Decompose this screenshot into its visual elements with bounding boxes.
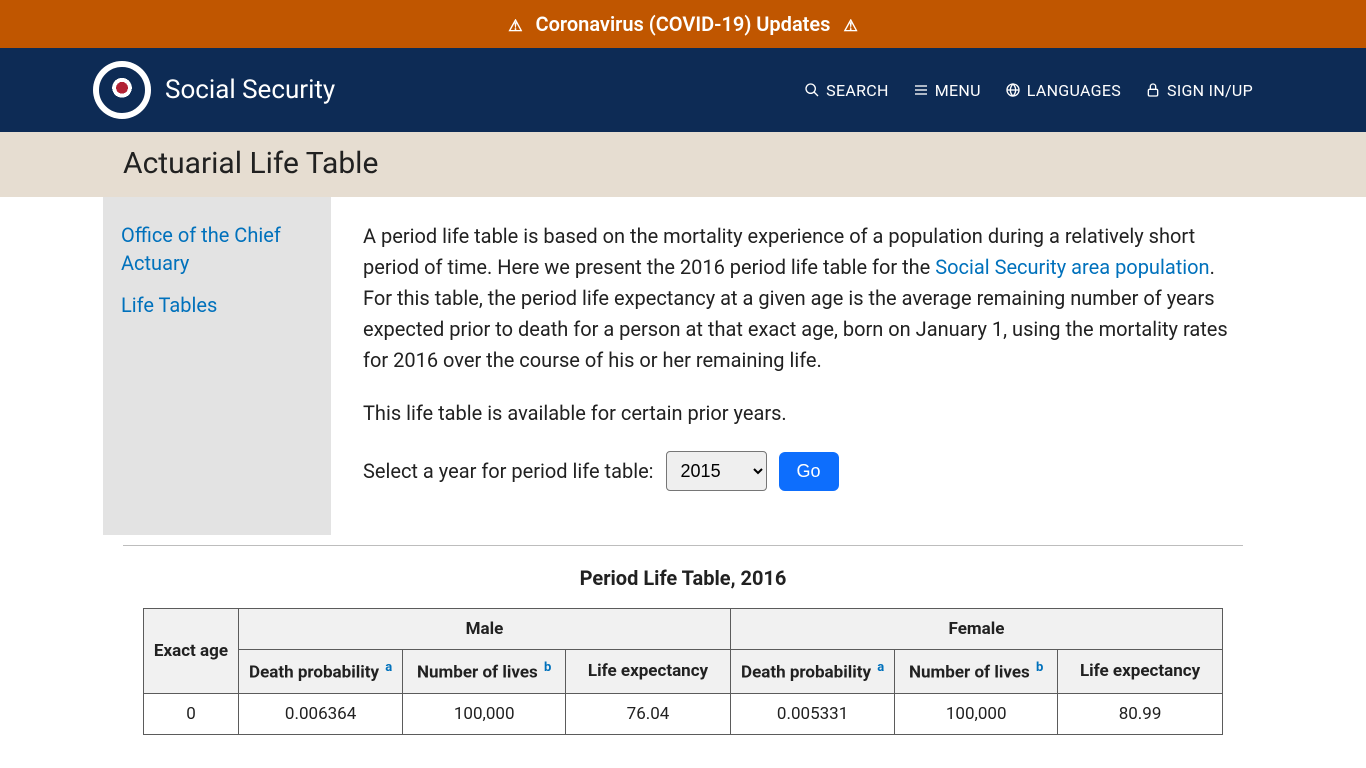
search-label: SEARCH — [826, 81, 889, 100]
footnote-a[interactable]: a — [877, 660, 884, 675]
go-button[interactable]: Go — [779, 452, 839, 491]
prior-years-paragraph: This life table is available for certain… — [363, 398, 1233, 429]
col-age: Exact age — [144, 609, 239, 694]
search-link[interactable]: SEARCH — [804, 81, 889, 100]
table-row: 0 0.006364 100,000 76.04 0.005331 100,00… — [144, 693, 1223, 734]
footnote-a[interactable]: a — [385, 660, 392, 675]
cell-age: 0 — [144, 693, 239, 734]
cell-m-lives: 100,000 — [403, 693, 566, 734]
sidebar: Office of the Chief Actuary Life Tables — [103, 197, 331, 535]
col-female-death: Death probability a — [730, 650, 894, 694]
search-icon — [804, 82, 820, 98]
col-group-female: Female — [730, 609, 1222, 650]
table-section: Period Life Table, 2016 Exact age Male F… — [123, 566, 1243, 735]
ssa-area-population-link[interactable]: Social Security area population — [935, 255, 1209, 279]
year-select[interactable]: 2015 — [666, 451, 767, 491]
cell-f-exp: 80.99 — [1058, 693, 1223, 734]
footnote-b[interactable]: b — [1036, 660, 1043, 675]
languages-link[interactable]: LANGUAGES — [1005, 81, 1121, 100]
warning-icon: ⚠ — [843, 16, 857, 35]
alert-text: Coronavirus (COVID-19) Updates — [536, 12, 831, 36]
menu-icon — [913, 82, 929, 98]
life-table: Exact age Male Female Death probability … — [143, 608, 1223, 735]
sidebar-link-chief-actuary[interactable]: Office of the Chief Actuary — [121, 221, 313, 277]
brand[interactable]: Social Security — [93, 61, 335, 119]
cell-f-lives: 100,000 — [895, 693, 1058, 734]
covid-alert-banner[interactable]: ⚠ Coronavirus (COVID-19) Updates ⚠ — [0, 0, 1366, 48]
select-label: Select a year for period life table: — [363, 459, 654, 483]
signin-label: SIGN IN/UP — [1167, 81, 1253, 100]
cell-m-death: 0.006364 — [238, 693, 402, 734]
nav-links: SEARCH MENU LANGUAGES SIGN IN/UP — [804, 81, 1253, 100]
warning-icon: ⚠ — [508, 16, 522, 35]
footnote-b[interactable]: b — [544, 660, 551, 675]
menu-label: MENU — [935, 81, 981, 100]
col-female-lives: Number of lives b — [895, 650, 1058, 694]
cell-m-exp: 76.04 — [566, 693, 731, 734]
ssa-seal-icon — [93, 61, 151, 119]
cell-f-death: 0.005331 — [730, 693, 894, 734]
sidebar-link-life-tables[interactable]: Life Tables — [121, 291, 313, 319]
divider — [123, 545, 1243, 546]
year-selector-row: Select a year for period life table: 201… — [363, 451, 1233, 491]
page-title: Actuarial Life Table — [123, 146, 1243, 181]
menu-link[interactable]: MENU — [913, 81, 981, 100]
col-group-male: Male — [238, 609, 730, 650]
col-female-exp: Life expectancy — [1058, 650, 1223, 694]
globe-icon — [1005, 82, 1021, 98]
main: A period life table is based on the mort… — [331, 197, 1263, 535]
subheader: Actuarial Life Table — [0, 132, 1366, 197]
top-nav: Social Security SEARCH MENU LANGUAGES SI… — [0, 48, 1366, 132]
content: Office of the Chief Actuary Life Tables … — [103, 197, 1263, 535]
col-male-exp: Life expectancy — [566, 650, 731, 694]
languages-label: LANGUAGES — [1027, 81, 1121, 100]
brand-text: Social Security — [165, 75, 335, 105]
lock-icon — [1145, 82, 1161, 98]
col-male-death: Death probability a — [238, 650, 402, 694]
signin-link[interactable]: SIGN IN/UP — [1145, 81, 1253, 100]
intro-paragraph: A period life table is based on the mort… — [363, 221, 1233, 376]
col-male-lives: Number of lives b — [403, 650, 566, 694]
table-title: Period Life Table, 2016 — [143, 566, 1223, 590]
